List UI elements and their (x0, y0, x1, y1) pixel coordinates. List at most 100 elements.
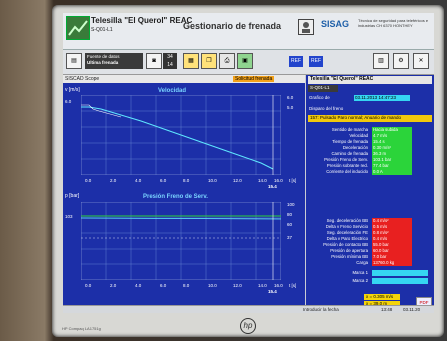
chart2-ylabel: p [bar] (65, 193, 80, 199)
chart1-yleft-max: 6.0 (65, 99, 72, 104)
lbl-presion-minima: Presión mínima BB (331, 254, 368, 259)
lbl-corriente: Corriente del inducido (326, 169, 368, 174)
spin-bottom: 14 (167, 62, 173, 68)
charts-header: SISCAD Scope Solicitud frenada (63, 75, 305, 83)
app-title: Telesilla "El Querol" REAC (91, 16, 193, 25)
marca1-field[interactable] (372, 270, 428, 276)
chart1-xtick: 4.0 (135, 178, 142, 183)
chart2-xtick: 12.0 (233, 283, 242, 288)
status-hint: Introducir la fecha (303, 307, 339, 312)
info-id: S-Q01-L1 (308, 85, 338, 92)
chart1-xtick: 14.0 (258, 178, 267, 183)
open-file-icon[interactable]: ▤ (66, 53, 82, 69)
chart2-yright-3: 60 (287, 222, 293, 227)
exit-icon[interactable]: ✕ (413, 53, 429, 69)
tools-icon[interactable]: ⚙ (393, 53, 409, 69)
book-icon[interactable]: ▥ (373, 53, 389, 69)
chart2-yright-2: 80 (287, 212, 293, 217)
val-presion-serv: 103.1 bar (372, 157, 412, 163)
val-carga: 13760.0 kg (372, 260, 412, 266)
lbl-delta-freno: Delta v Freno Servicio (325, 224, 368, 229)
chart1-xtick: 8.0 (183, 178, 190, 183)
user-icon[interactable] (298, 19, 314, 35)
grafico-value[interactable]: 03.11.2013 14:47:23 (354, 95, 410, 101)
app-header: Telesilla "El Querol" REAC S-Q01-L1 Gest… (63, 13, 434, 50)
val-seg-dec-bb: 0.4 m/s² (372, 218, 412, 224)
monitor-model-label: HP Compaq LA1751g (62, 326, 101, 331)
chart2-xtick: 2.0 (110, 283, 117, 288)
grafico-label: Grafico de (309, 95, 330, 100)
chart2-xtick: 8.0 (183, 283, 190, 288)
chart2-cursor-value: 15.4 (268, 289, 277, 294)
hp-logo-icon: hp (240, 318, 256, 334)
marca2-label: Marca 2 (352, 278, 368, 283)
lbl-sentido: Sentido de marcha (331, 127, 368, 132)
chart1-xtick: 12.0 (233, 178, 242, 183)
chart1-cursor-value: 15.4 (268, 184, 277, 189)
camera-icon[interactable]: ◙ (146, 53, 162, 69)
app-screen: Telesilla "El Querol" REAC S-Q01-L1 Gest… (63, 13, 434, 313)
chart1-xtick: 10.0 (208, 178, 217, 183)
folder-icon[interactable]: ▦ (183, 53, 199, 69)
val-delta-freno: 0.5 m/s (372, 224, 412, 230)
record-spinner[interactable]: 34 14 (163, 53, 177, 69)
data-source-box[interactable]: Fuente de datos Ultima frenada (85, 53, 143, 69)
chart2-yleft: 103 (65, 214, 73, 219)
chart1-plot[interactable] (81, 95, 281, 175)
app-logo-icon (66, 16, 90, 40)
disparo-label: Disparo del freno (309, 106, 344, 111)
lbl-camino: Camino de frenada (331, 151, 368, 156)
scope-label: SISCAD Scope (65, 76, 100, 82)
val-corriente: 0.0 A (372, 169, 412, 175)
ref-button-1[interactable]: REF (289, 56, 303, 67)
lbl-delta-paro: Delta v Paro Electrico (326, 236, 368, 241)
chart2-yright-1: 100 (287, 202, 295, 207)
print-icon[interactable]: ⎙ (219, 53, 235, 69)
copy-icon[interactable]: ❐ (201, 53, 217, 69)
chart2-xtick: 6.0 (160, 283, 167, 288)
ref-button-2[interactable]: REF (309, 56, 323, 67)
chart2-yright-4: 37 (287, 235, 293, 240)
chart1-xmax: 16.0 (274, 178, 283, 183)
lbl-carga: Carga (356, 260, 368, 265)
chart1-ylabel: v [m/s] (65, 87, 80, 93)
chart2-plot[interactable] (81, 202, 281, 280)
val-delta-paro: 0.4 m/s (372, 236, 412, 242)
lbl-tiempo: Tiempo de frenada (332, 139, 368, 144)
chart1-yright-top: 6.0 (287, 95, 294, 100)
data-source-value: Ultima frenada (87, 60, 119, 65)
charts-panel: SISCAD Scope Solicitud frenada v [m/s] V… (63, 75, 305, 313)
chart1-xlabel: t [s] (289, 178, 297, 183)
lbl-presion-sobrante: Presión sobrante red. (326, 163, 368, 168)
lbl-seg-dec-bb: Seg. deceleración BB (326, 218, 368, 223)
data-source-label: Fuente de datos (87, 54, 120, 59)
chart1-xtick: 0.0 (85, 178, 92, 183)
chart2-xtick: 14.0 (258, 283, 267, 288)
lbl-velocidad: Velocidad (349, 133, 368, 138)
chart1-xtick: 6.0 (160, 178, 167, 183)
val-seg-dec-fe: 0.8 m/s² (372, 230, 412, 236)
info-title: Telesilla "El Querol" REAC (308, 76, 432, 84)
status-badge: Solicitud frenada (233, 76, 275, 82)
status-bar: Introducir la fecha 13:48 03.11.20 (63, 305, 434, 313)
chart2-xtick: 4.0 (135, 283, 142, 288)
chart2-xmax: 16.0 (274, 283, 283, 288)
cursor-readout-1: x = 0.305 m/s (364, 294, 400, 300)
chart1-xtick: 2.0 (110, 178, 117, 183)
chart2-xtick: 10.0 (208, 283, 217, 288)
save-icon[interactable]: ▣ (237, 53, 253, 69)
cursor-readout-2: x = 39.0 m (364, 301, 400, 307)
chart1-yright-2: 5.0 (287, 105, 294, 110)
info-panel: Telesilla "El Querol" REAC S-Q01-L1 Graf… (306, 75, 434, 313)
monitor-bezel: Telesilla "El Querol" REAC S-Q01-L1 Gest… (52, 5, 444, 337)
val-presion-sobrante: 77.4 bar (372, 163, 412, 169)
val-camino: 36.3 m (372, 151, 412, 157)
lbl-presion-serv: Presión Freno de Serv. (324, 157, 368, 162)
lbl-presion-apertura: Presión de apertura (330, 248, 368, 253)
chart2-xtick: 0.0 (85, 283, 92, 288)
status-time: 13:48 (381, 307, 393, 312)
chart1-title: Velocidad (158, 88, 187, 94)
brand-logo: SISAG (321, 19, 350, 29)
marca2-field[interactable] (372, 278, 428, 284)
